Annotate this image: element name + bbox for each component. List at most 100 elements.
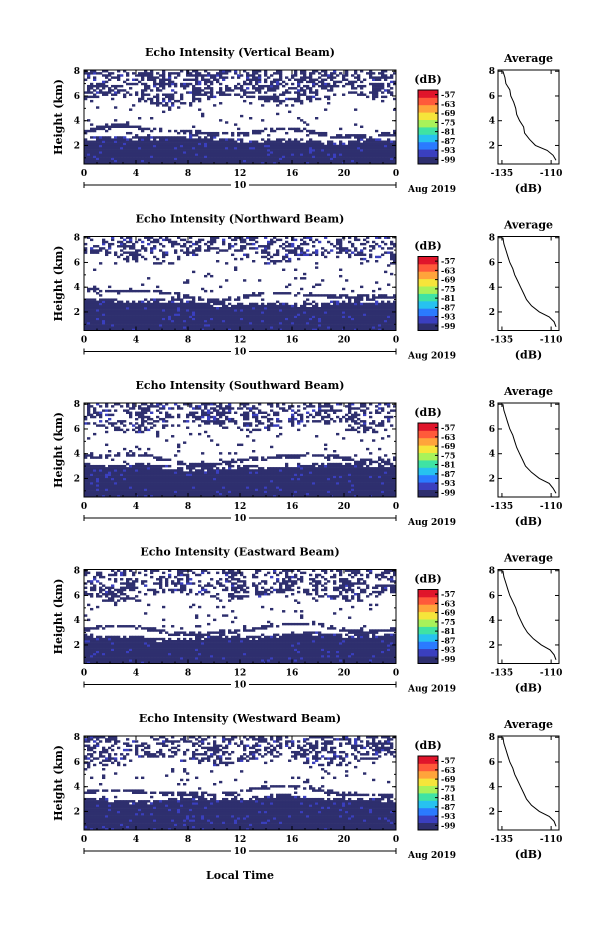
heatmap-cell [315,147,318,149]
heatmap-cell [156,326,159,328]
heatmap-cell [180,153,183,155]
heatmap-cell [111,151,114,153]
heatmap-cell [270,260,273,262]
heatmap-cell [168,303,171,305]
heatmap-cell [336,241,339,243]
heatmap-cell [300,243,303,245]
heatmap-cell [183,322,186,324]
heatmap-cell [378,87,381,89]
heatmap-cell [246,143,249,145]
heatmap-cell [231,76,234,78]
heatmap-cell [357,141,360,143]
heatmap-cell [162,72,165,74]
heatmap-cell [153,128,156,130]
heatmap-cell [297,258,300,260]
heatmap-cell [366,309,369,311]
heatmap-cell [114,136,117,138]
heatmap-cell [384,488,387,490]
heatmap-cell [267,491,270,493]
heatmap-cell [357,160,360,162]
heatmap-cell [189,245,192,247]
heatmap-cell [144,85,147,87]
heatmap-cell [150,305,153,307]
heatmap-cell [90,301,93,303]
heatmap-cell [231,324,234,326]
heatmap-cell [174,149,177,151]
heatmap-cell [147,324,150,326]
heatmap-cell [351,296,354,298]
heatmap-cell [381,486,384,488]
heatmap-cell [213,76,216,78]
heatmap-cell [111,290,114,292]
heatmap-cell [288,149,291,151]
heatmap-cell [336,256,339,258]
x-tick-label: 20 [338,169,351,179]
heatmap-cell [162,94,165,96]
heatmap-cell [87,288,90,290]
heatmap-cell [105,153,108,155]
heatmap-cell [135,158,138,160]
heatmap-cell [312,326,315,328]
heatmap-cell [336,134,339,136]
heatmap-cell [372,83,375,85]
heatmap-cell [222,94,225,96]
heatmap-cell [126,309,129,311]
heatmap-cell [156,158,159,160]
heatmap-cell [273,81,276,83]
heatmap-cell [123,143,126,145]
heatmap-cell [129,160,132,162]
heatmap-cell [177,160,180,162]
heatmap-cell [255,76,258,78]
heatmap-cell [114,94,117,96]
heatmap-cell [150,318,153,320]
heatmap-cell [300,488,303,490]
heatmap-cell [273,324,276,326]
heatmap-cell [279,158,282,160]
heatmap-cell [213,141,216,143]
heatmap-cell [267,324,270,326]
heatmap-cell [282,145,285,147]
heatmap-cell [126,488,129,490]
heatmap-cell [327,296,330,298]
heatmap-cell [318,76,321,78]
heatmap-cell [150,100,153,102]
heatmap-cell [261,298,264,300]
heatmap-cell [162,326,165,328]
heatmap-cell [345,313,348,315]
heatmap-cell [384,493,387,495]
heatmap-cell [123,307,126,309]
heatmap-cell [99,320,102,322]
heatmap-cell [87,307,90,309]
heatmap-cell [165,313,168,315]
heatmap-cell [390,307,393,309]
heatmap-cell [258,143,261,145]
heatmap-cell [384,145,387,147]
heatmap-cell [336,151,339,153]
heatmap-cell [87,318,90,320]
heatmap-cell [192,296,195,298]
heatmap-cell [333,486,336,488]
heatmap-cell [297,311,300,313]
heatmap-cell [87,160,90,162]
heatmap-cell [360,298,363,300]
heatmap-cell [261,491,264,493]
heatmap-cell [327,294,330,296]
heatmap-cell [114,153,117,155]
heatmap-cell [255,486,258,488]
heatmap-cell [207,149,210,151]
heatmap-cell [87,316,90,318]
heatmap-cell [234,320,237,322]
heatmap-cell [315,309,318,311]
heatmap-cell [177,294,180,296]
heatmap-cell [387,488,390,490]
heatmap-cell [300,249,303,251]
heatmap-cell [174,151,177,153]
heatmap-cell [264,307,267,309]
heatmap-cell [111,147,114,149]
heatmap-cell [390,81,393,83]
heatmap-cell [255,251,258,253]
heatmap-cell [315,284,318,286]
heatmap-cell [201,155,204,157]
heatmap-cell [255,241,258,243]
heatmap-cell [153,145,156,147]
